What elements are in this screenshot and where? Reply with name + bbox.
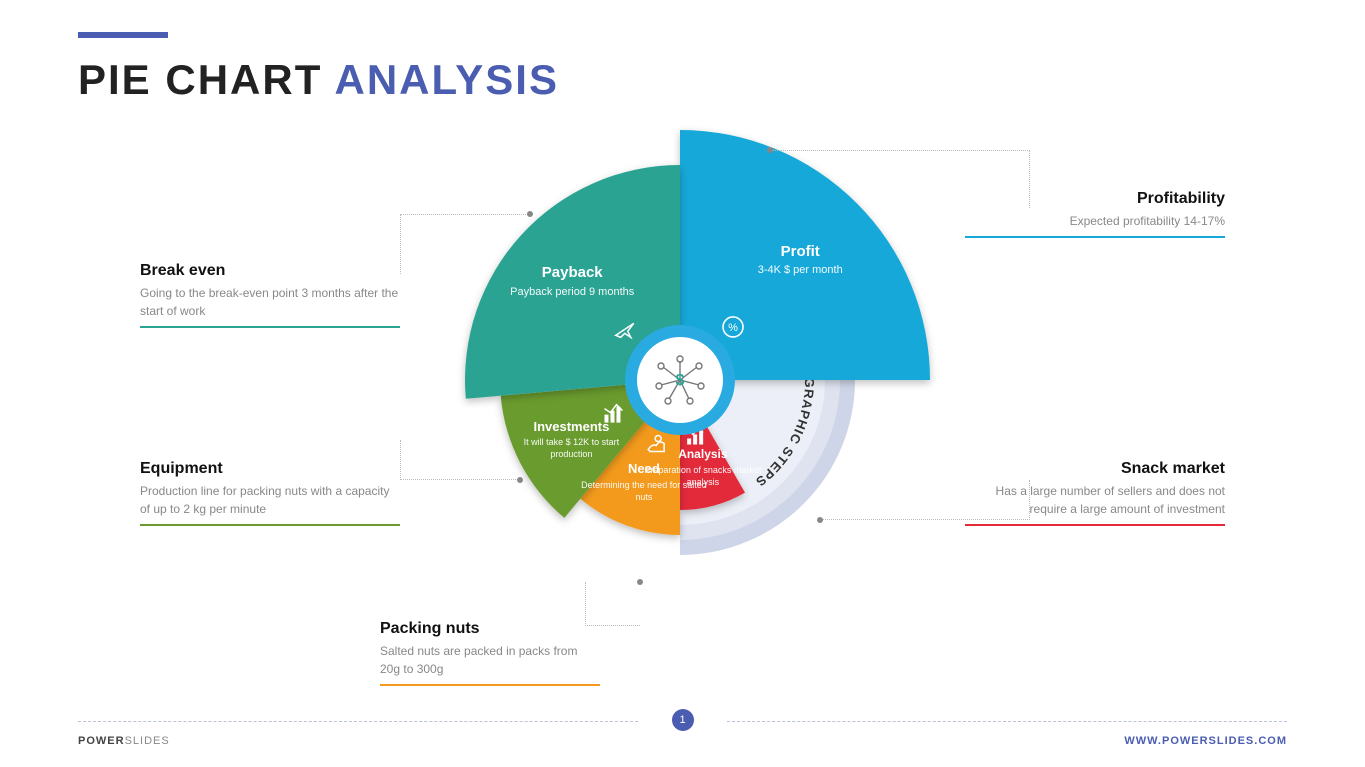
callout-title: Packing nuts (380, 620, 600, 638)
leader-dot (517, 477, 523, 483)
footer-line-left (78, 721, 638, 722)
title-accent: ANALYSIS (334, 56, 559, 103)
title-main: PIE CHART (78, 56, 322, 103)
callout-title: Snack market (965, 460, 1225, 478)
leader-dot (637, 579, 643, 585)
callout-underline (380, 684, 600, 686)
radial-pie-chart: BUSINESS INFOGRAPHIC STEPS % Profit3-4K … (420, 120, 940, 640)
footer-brand-thin: SLIDES (125, 735, 170, 747)
callout-snack: Snack market Has a large number of selle… (965, 460, 1225, 526)
leader-dot (817, 517, 823, 523)
footer-line-right (727, 721, 1287, 722)
page-title: PIE CHART ANALYSIS (78, 56, 559, 104)
callout-body: Salted nuts are packed in packs from 20g… (380, 642, 600, 682)
callout-body: Production line for packing nuts with a … (140, 482, 400, 522)
callout-underline (965, 236, 1225, 238)
svg-text:%: % (728, 322, 738, 334)
callout-body: Going to the break-even point 3 months a… (140, 284, 400, 324)
callout-breakeven: Break even Going to the break-even point… (140, 262, 400, 328)
leader-dot (767, 147, 773, 153)
svg-text:$: $ (676, 372, 685, 389)
callout-equipment: Equipment Production line for packing nu… (140, 460, 400, 526)
footer-url: WWW.POWERSLIDES.COM (1124, 735, 1287, 747)
callout-title: Break even (140, 262, 400, 280)
callout-title: Equipment (140, 460, 400, 478)
leader-dot (527, 211, 533, 217)
callout-packing: Packing nuts Salted nuts are packed in p… (380, 620, 600, 686)
callout-title: Profitability (965, 190, 1225, 208)
callout-profitability: Profitability Expected profitability 14-… (965, 190, 1225, 238)
footer-brand: POWERSLIDES (78, 735, 170, 747)
page-number-badge: 1 (672, 709, 694, 731)
chart-center: $ (625, 325, 735, 435)
title-accent-bar (78, 32, 168, 38)
callout-underline (140, 524, 400, 526)
callout-body: Expected profitability 14-17% (965, 212, 1225, 234)
callout-underline (965, 524, 1225, 526)
footer-brand-bold: POWER (78, 735, 125, 747)
callout-body: Has a large number of sellers and does n… (965, 482, 1225, 522)
callout-underline (140, 326, 400, 328)
network-dollar-icon: $ (655, 355, 705, 405)
